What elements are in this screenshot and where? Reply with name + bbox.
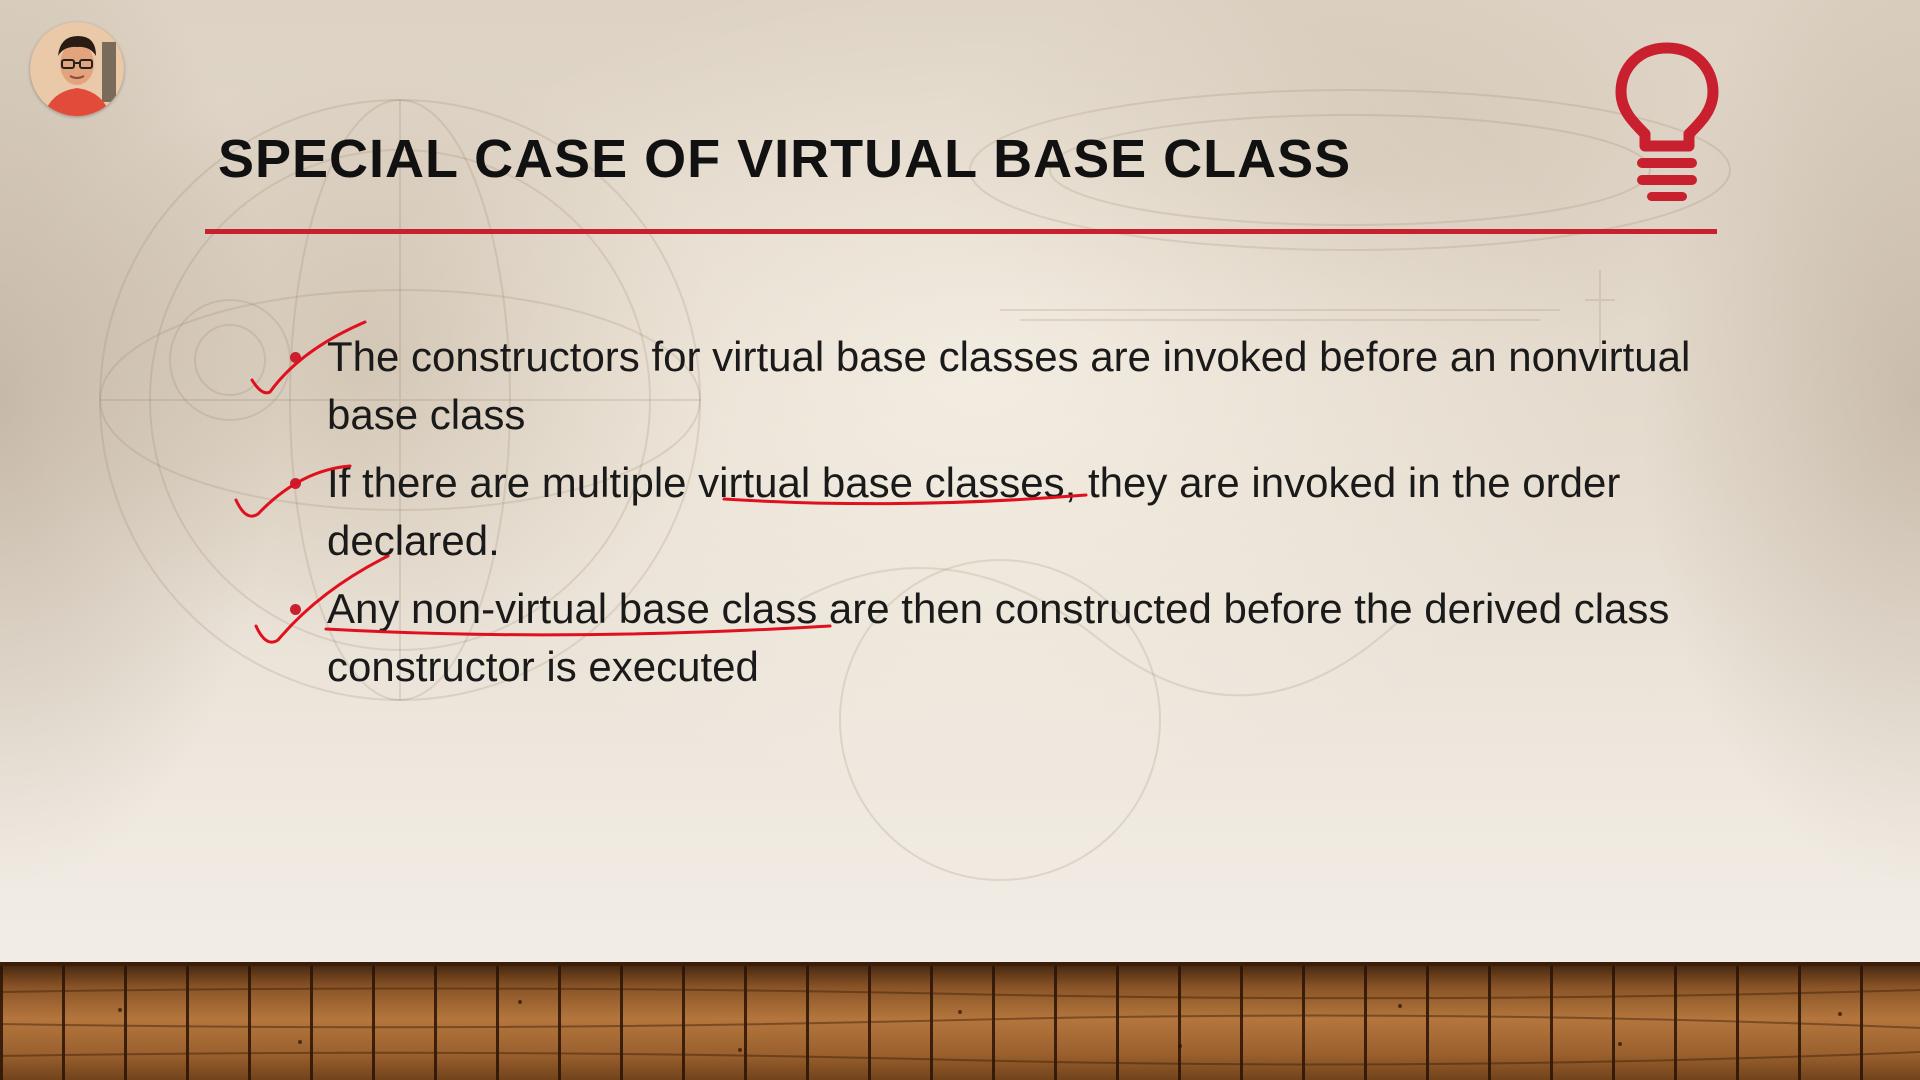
bullet-item: The constructors for virtual base classe… — [290, 328, 1710, 444]
bullet-list: The constructors for virtual base classe… — [290, 328, 1710, 706]
slide-title: SPECIAL CASE OF VIRTUAL BASE CLASS — [218, 129, 1352, 189]
title-divider — [205, 229, 1717, 234]
bullet-text: The constructors for virtual base classe… — [327, 333, 1691, 438]
presenter-avatar — [30, 22, 124, 116]
bullet-marker — [290, 352, 301, 363]
bullet-text-start: If there are multiple — [327, 459, 699, 506]
bullet-text-end: are then constructed before the derived … — [327, 585, 1670, 690]
bullet-item: If there are multiple virtual base class… — [290, 454, 1710, 570]
bullet-underlined-phrase: virtual base classes — [698, 459, 1065, 506]
bullet-item: Any non-virtual base class are then cons… — [290, 580, 1710, 696]
wood-floor — [0, 962, 1920, 1080]
bullet-marker — [290, 478, 301, 489]
bullet-text-end: , they are invoked in the order declared… — [327, 459, 1621, 564]
bullet-underlined-phrase: Any non-virtual base class — [327, 585, 818, 632]
background-map-art — [99, 89, 1731, 881]
wood-floor-grain — [0, 987, 1920, 1066]
bullet-marker — [290, 604, 301, 615]
lightbulb-icon — [1615, 42, 1719, 201]
